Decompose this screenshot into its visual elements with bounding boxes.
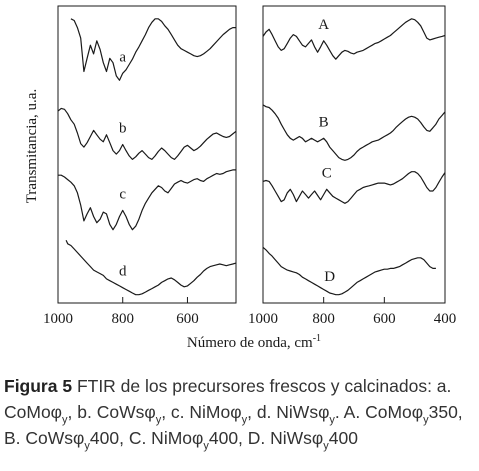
ftir-figure: 1000 800 600 a b c d 1000 800 600 400 A B C D Trans… — [24, 5, 456, 351]
x-tick-label: 400 — [434, 311, 457, 327]
right-panel: 1000 800 600 400 A B C D — [248, 5, 456, 327]
curve-label-C: C — [322, 165, 332, 181]
spectrum-curve-D — [262, 246, 436, 296]
spectrum-curve-c — [58, 169, 236, 231]
curve-label-B: B — [319, 114, 329, 130]
curve-label-a: a — [119, 49, 126, 65]
curve-label-b: b — [119, 120, 127, 136]
right-tick-group: 1000 800 600 400 — [248, 297, 456, 327]
left-panel: 1000 800 600 a b c d — [43, 5, 237, 327]
spectrum-curve-B — [262, 104, 446, 161]
left-tick-group: 1000 800 600 — [43, 297, 199, 327]
y-axis-title: Transmitancia, u.a. — [24, 89, 40, 203]
curve-label-A: A — [318, 17, 329, 33]
spectrum-curve-d — [65, 239, 237, 296]
x-tick-label: 1000 — [248, 311, 278, 327]
left-curve-group: a b c d — [57, 18, 237, 296]
curve-label-d: d — [119, 264, 127, 280]
x-axis-title: Número de onda, cm-1 — [187, 333, 321, 351]
x-axis-title-superscript: -1 — [313, 333, 321, 344]
figure-caption: Figura 5 FTIR de los precursores frescos… — [4, 373, 476, 452]
spectrum-curve-A — [262, 18, 446, 60]
spectrum-curve-b — [57, 107, 237, 160]
x-tick-label: 600 — [176, 311, 199, 327]
curve-label-D: D — [324, 269, 335, 285]
x-tick-label: 800 — [111, 311, 134, 327]
x-tick-label: 600 — [373, 311, 396, 327]
caption-body: FTIR de los precursores frescos y calcin… — [4, 376, 463, 452]
right-curve-group: A B C D — [262, 17, 446, 296]
x-tick-label: 800 — [312, 311, 335, 327]
spectrum-curve-a — [70, 18, 236, 81]
left-plot-frame — [57, 5, 237, 304]
caption-figure-label: Figura 5 — [4, 376, 73, 396]
x-tick-label: 1000 — [43, 311, 73, 327]
right-plot-frame — [262, 5, 446, 304]
x-axis-title-text: Número de onda, cm — [187, 335, 313, 351]
spectrum-curve-C — [262, 171, 446, 204]
curve-label-c: c — [119, 186, 126, 202]
